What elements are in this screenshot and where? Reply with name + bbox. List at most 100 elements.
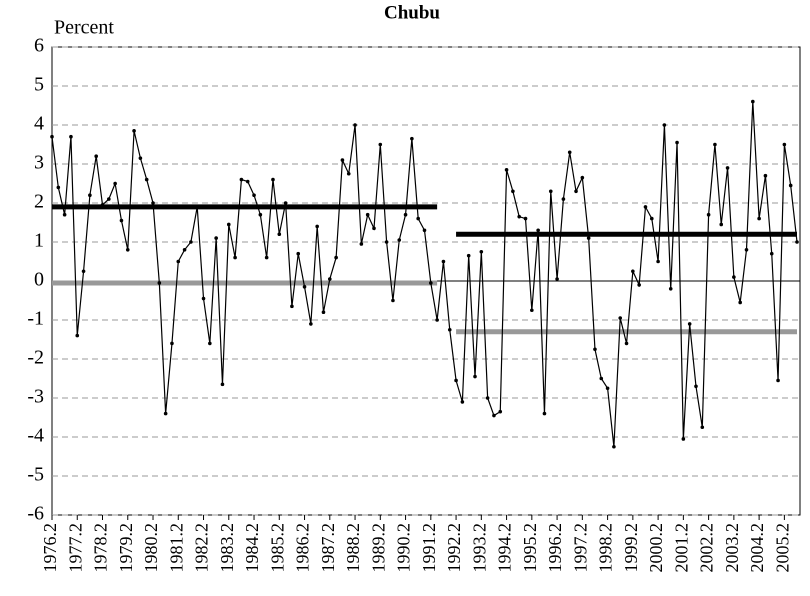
point — [479, 249, 484, 254]
y-tick-label: 6 — [34, 35, 44, 57]
y-axis-label: Percent — [54, 17, 114, 39]
y-tick-label: 2 — [34, 191, 44, 213]
point — [378, 142, 383, 147]
point — [189, 240, 193, 244]
point — [271, 177, 275, 182]
x-tick-label: 2005.2 — [772, 523, 792, 573]
point — [195, 205, 200, 209]
point — [567, 150, 572, 155]
series-line — [52, 204, 797, 237]
point — [517, 214, 522, 219]
point — [372, 226, 376, 231]
point — [410, 136, 414, 141]
point — [675, 140, 679, 145]
point — [69, 134, 73, 139]
point — [283, 201, 288, 205]
y-tick-label: 1 — [34, 230, 44, 252]
x-tick-label: 1999.2 — [621, 523, 641, 573]
point — [643, 205, 648, 209]
point — [536, 228, 540, 233]
x-tick-label: 1987.2 — [318, 523, 338, 573]
chart-title: Chubu — [384, 2, 440, 23]
point — [81, 269, 86, 274]
point — [201, 296, 206, 301]
point — [631, 269, 635, 274]
point — [403, 212, 408, 217]
point — [340, 158, 345, 162]
point — [454, 378, 458, 383]
y-tick-label: 4 — [34, 113, 44, 135]
x-tick-label: 1995.2 — [520, 523, 540, 573]
point — [264, 255, 269, 260]
point — [62, 212, 67, 217]
point — [757, 216, 761, 221]
point — [473, 374, 477, 379]
y-tick-label: 5 — [34, 74, 44, 96]
point — [662, 123, 667, 127]
series-line — [51, 101, 798, 447]
point — [290, 304, 294, 309]
x-tick-label: 1984.2 — [242, 523, 262, 573]
x-tick-label: 1976.2 — [40, 523, 60, 573]
point — [208, 341, 212, 346]
point — [50, 134, 54, 139]
x-tick-label: 1978.2 — [91, 523, 111, 573]
y-tick-label: -6 — [27, 503, 44, 525]
point — [460, 400, 465, 404]
point — [441, 259, 446, 264]
point — [119, 218, 124, 223]
point — [422, 228, 427, 233]
point — [258, 212, 263, 217]
point — [447, 327, 452, 332]
x-tick-label: 1991.2 — [419, 523, 439, 573]
point — [176, 259, 181, 264]
point — [334, 255, 338, 260]
point — [138, 156, 143, 160]
x-tick-label: 2003.2 — [722, 523, 742, 573]
y-tick-label: -1 — [27, 308, 44, 330]
point — [151, 201, 155, 205]
point — [681, 437, 686, 441]
x-tick-label: 2002.2 — [697, 523, 717, 573]
point — [353, 123, 357, 127]
point — [574, 189, 578, 194]
point — [296, 251, 301, 256]
point — [744, 248, 749, 252]
point — [492, 413, 496, 418]
y-tick-label: -2 — [27, 347, 44, 369]
point — [485, 396, 490, 400]
point — [220, 382, 225, 387]
point — [706, 212, 711, 217]
point — [700, 425, 705, 430]
point — [157, 281, 162, 285]
point — [132, 129, 136, 133]
point — [769, 251, 774, 256]
point — [738, 300, 742, 305]
point — [687, 322, 692, 326]
point — [327, 277, 332, 281]
point — [416, 216, 420, 221]
point — [56, 185, 61, 190]
point — [277, 232, 282, 236]
point — [75, 333, 80, 338]
point — [523, 216, 528, 221]
point — [751, 99, 755, 104]
x-tick-label: 1997.2 — [570, 523, 590, 573]
point — [309, 322, 313, 326]
point — [776, 378, 780, 383]
point — [239, 177, 244, 182]
point — [548, 189, 553, 194]
x-tick-label: 1983.2 — [217, 523, 237, 573]
x-tick-label: 1981.2 — [166, 523, 186, 573]
point — [586, 236, 591, 240]
point — [782, 142, 787, 147]
point — [302, 285, 307, 289]
x-tick-label: 1986.2 — [293, 523, 313, 573]
x-tick-label: 2004.2 — [747, 523, 767, 573]
point — [321, 310, 326, 315]
x-tick-label: 1982.2 — [192, 523, 212, 573]
point — [763, 173, 768, 178]
point — [163, 411, 168, 416]
y-tick-label: 3 — [34, 152, 44, 174]
